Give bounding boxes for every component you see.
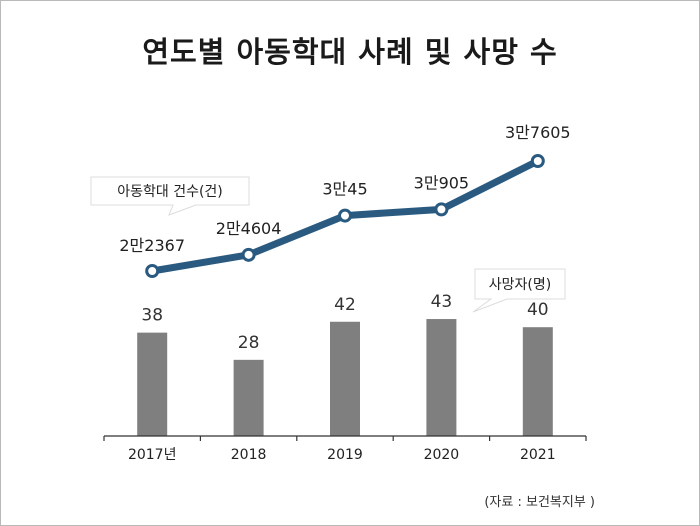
line-value-label: 2만4604 — [216, 219, 282, 238]
legend-callout-line-series: 아동학대 건수(건) — [90, 176, 250, 216]
bar-value-labels: 38 28 42 43 40 — [141, 292, 548, 353]
bar-series — [137, 319, 553, 436]
bar — [426, 319, 457, 436]
line-value-label: 2만2367 — [119, 236, 185, 255]
line-value-label: 3만905 — [414, 173, 469, 192]
bar — [137, 332, 168, 436]
x-axis-ticks — [103, 436, 587, 441]
chart-title: 연도별 아동학대 사례 및 사망 수 — [142, 35, 558, 69]
x-axis-label: 2019 — [327, 447, 363, 463]
line-value-labels: 2만2367 2만4604 3만45 3만905 3만7605 — [119, 123, 570, 255]
legend-bar-label: 사망자(명) — [489, 277, 551, 293]
bar-value-label: 40 — [527, 300, 549, 320]
bar — [330, 321, 360, 436]
legend-line-label: 아동학대 건수(건) — [117, 184, 223, 200]
bar — [522, 327, 553, 436]
x-axis-label: 2021 — [520, 447, 556, 463]
x-axis-label: 2017년 — [128, 447, 177, 463]
line-point — [434, 202, 449, 217]
bar-value-label: 43 — [431, 292, 453, 312]
x-axis-label: 2018 — [231, 447, 267, 463]
line-point — [241, 247, 256, 262]
bar-value-label: 38 — [141, 306, 163, 326]
line-value-label: 3만7605 — [505, 123, 571, 142]
line-value-label: 3만45 — [322, 180, 367, 199]
line-point — [145, 264, 160, 278]
bar — [233, 359, 264, 436]
legend-callout-bar-series: 사망자(명) — [472, 268, 566, 313]
x-axis-labels: 2017년 2018 2019 2020 2021 — [128, 447, 556, 463]
bar-value-label: 28 — [238, 333, 260, 353]
bar-value-label: 42 — [334, 295, 356, 315]
line-point — [338, 208, 352, 223]
line-points — [145, 154, 545, 278]
line-point — [530, 154, 545, 168]
x-axis-label: 2020 — [424, 447, 460, 463]
source-note: (자료 : 보건복지부 ) — [484, 495, 595, 510]
